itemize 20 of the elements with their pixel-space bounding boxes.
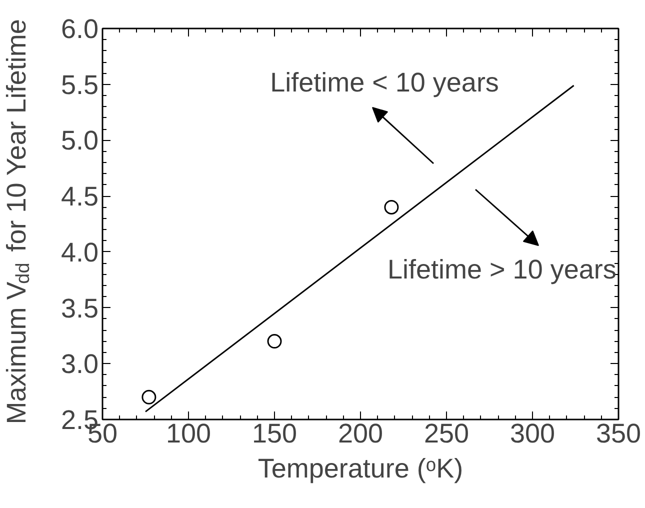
x-tick-label: 150 — [252, 418, 298, 448]
y-tick-label: 4.5 — [60, 182, 99, 212]
x-tick-label: 200 — [338, 418, 384, 448]
y-tick-label: 6.0 — [60, 14, 99, 44]
point — [267, 334, 282, 349]
point — [384, 200, 399, 214]
x-tick-label: 100 — [166, 418, 212, 448]
annotation: Lifetime > 10 years — [388, 254, 616, 284]
x-tick-label: 250 — [424, 418, 470, 448]
y-tick-label: 4.0 — [60, 237, 99, 268]
y-tick-label: 5.0 — [60, 126, 99, 156]
point — [142, 390, 156, 404]
x-tick-label: 300 — [510, 418, 556, 448]
y-axis-title: Maximum Vdd for 10 Year Lifetime — [2, 19, 34, 424]
y-tick-label: 3.0 — [60, 349, 99, 380]
y-tick-label: 3.5 — [60, 293, 99, 324]
annotation: Lifetime < 10 years — [270, 68, 499, 98]
x-axis-title: Temperature (ᵒK) — [258, 454, 464, 484]
x-tick-label: 350 — [596, 418, 642, 448]
y-tick-label: 5.5 — [60, 70, 99, 100]
